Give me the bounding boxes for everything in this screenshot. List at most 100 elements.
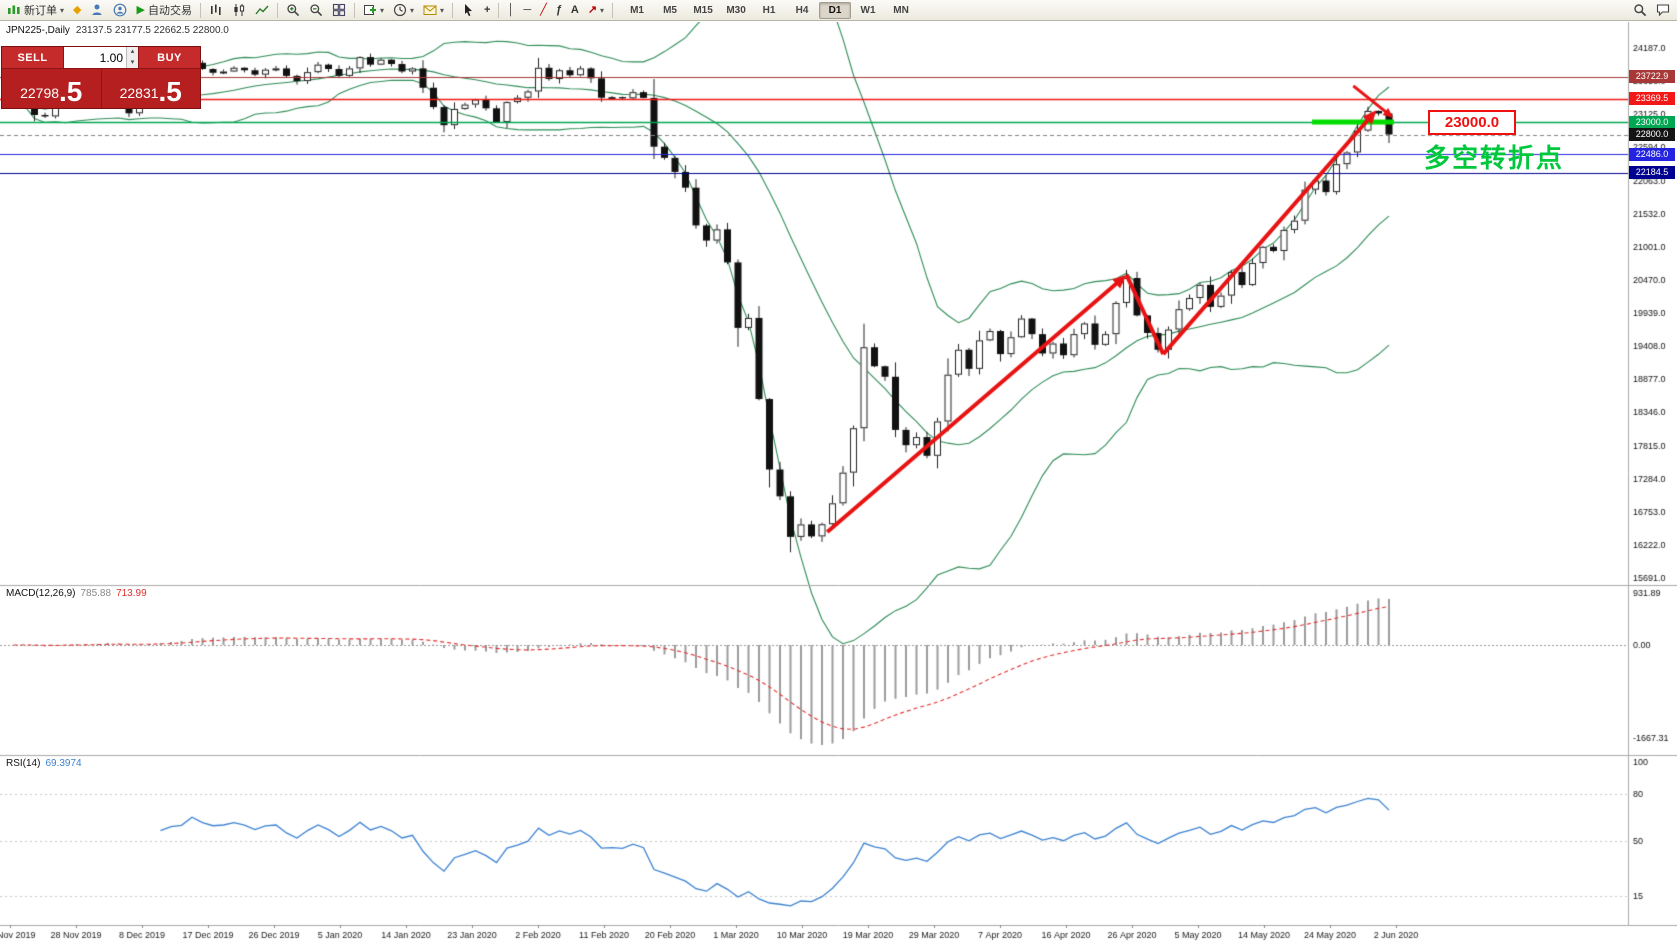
text-tool-icon: A: [570, 3, 579, 16]
price-level-badge: 22486.0: [1629, 147, 1675, 161]
person-icon: [92, 4, 102, 15]
buy-button[interactable]: BUY: [139, 47, 200, 68]
community-button[interactable]: [109, 1, 131, 19]
price-level-badge: 22184.5: [1629, 166, 1675, 180]
bar-chart-icon: [210, 4, 221, 15]
timeframe-H4[interactable]: H4: [795, 4, 809, 16]
period-menu-button[interactable]: ▾: [389, 1, 418, 19]
auto-trading-button[interactable]: ▶ 自动交易: [132, 1, 195, 19]
new-order-icon: [8, 5, 20, 14]
toolbar-separator: [612, 2, 614, 18]
price-level-badge: 23722.9: [1629, 70, 1675, 84]
chevron-down-icon: ▾: [600, 5, 605, 15]
trendline-icon: ╱: [540, 3, 547, 16]
chart-canvas[interactable]: [0, 22, 1677, 946]
macd-signal-value: 713.99: [116, 588, 147, 599]
chevron-down-icon: ▾: [439, 5, 444, 15]
toolbar-separator: [276, 2, 278, 18]
cursor-icon: [465, 4, 472, 17]
timeframe-M15[interactable]: M15: [693, 4, 713, 16]
new-chart-icon: [363, 5, 376, 15]
cursor-tool-button[interactable]: [457, 1, 479, 19]
rsi-indicator-label: RSI(14) 69.3974: [6, 758, 82, 769]
zoom-in-button[interactable]: [282, 1, 304, 19]
chart-line-button[interactable]: [251, 1, 273, 19]
horizontal-line-tool-button[interactable]: ─: [519, 1, 535, 19]
one-click-trading-panel: SELL ▴ ▾ BUY 22798.5 22831.5: [1, 46, 201, 109]
chat-bubble-icon: [1656, 4, 1670, 17]
timeframe-W1[interactable]: W1: [860, 4, 876, 16]
main-toolbar: 新订单 ▾ ◆ ▶ 自动交易: [0, 0, 1677, 21]
sell-price-pips: .5: [59, 76, 83, 108]
search-icon: [1634, 4, 1647, 17]
candlestick-icon: [234, 4, 245, 16]
price-level-badge: 22800.0: [1629, 128, 1675, 142]
line-chart-icon: [255, 5, 269, 15]
support-price-callout[interactable]: 23000.0: [1428, 110, 1516, 135]
sell-button[interactable]: SELL: [2, 47, 63, 68]
volume-decrease-button[interactable]: ▾: [127, 57, 138, 68]
sell-price-main: 22798: [20, 85, 60, 102]
clock-icon: [393, 3, 407, 17]
person-circle-icon: [114, 3, 127, 17]
buy-price-pips: .5: [158, 76, 182, 108]
horizontal-line-icon: ─: [523, 3, 532, 16]
favorites-button[interactable]: ◆: [69, 1, 85, 19]
timeframe-M1[interactable]: M1: [630, 4, 644, 16]
sell-price[interactable]: 22798.5: [2, 69, 101, 108]
timeframe-M30[interactable]: M30: [726, 4, 746, 16]
timeframe-H1[interactable]: H1: [762, 4, 776, 16]
toolbar-separator: [452, 2, 453, 18]
ohlc-values: 23137.5 23177.5 22662.5 22800.0: [75, 25, 229, 36]
volume-increase-button[interactable]: ▴: [127, 47, 138, 58]
toolbar-separator: [199, 2, 201, 18]
chart-bars-button[interactable]: [205, 1, 227, 19]
vertical-line-icon: │: [507, 3, 515, 16]
price-level-badge: 23369.5: [1629, 92, 1675, 106]
rsi-value: 69.3974: [45, 758, 82, 769]
arrow-tool-icon: ↗: [587, 3, 598, 16]
symbol-period-label: JPN225-,Daily: [6, 25, 70, 36]
envelope-icon: [423, 5, 437, 15]
timeframe-D1[interactable]: D1: [819, 1, 852, 19]
macd-indicator-label: MACD(12,26,9) 785.88 713.99: [6, 588, 147, 599]
favorites-icon: ◆: [73, 3, 82, 16]
crosshair-icon: +: [484, 3, 491, 16]
buy-price[interactable]: 22831.5: [100, 69, 201, 108]
add-account-button[interactable]: [86, 1, 108, 19]
chevron-down-icon: ▾: [379, 5, 384, 15]
zoom-out-button[interactable]: [305, 1, 327, 19]
fibonacci-tool-button[interactable]: ƒ: [552, 1, 566, 19]
price-level-badge: 23000.0: [1629, 115, 1675, 129]
chat-button[interactable]: [1652, 1, 1674, 19]
text-tool-button[interactable]: A: [567, 1, 583, 19]
vertical-line-tool-button[interactable]: │: [503, 1, 518, 19]
chart-title: JPN225-,Daily 23137.5 23177.5 22662.5 228…: [6, 25, 229, 36]
timeframe-M5[interactable]: M5: [663, 4, 677, 16]
chart-area: JPN225-,Daily 23137.5 23177.5 22662.5 228…: [0, 22, 1677, 946]
auto-trading-label: 自动交易: [147, 5, 192, 17]
tile-windows-button[interactable]: [328, 1, 350, 19]
macd-main-value: 785.88: [80, 588, 112, 599]
search-button[interactable]: [1629, 1, 1651, 19]
chevron-down-icon: ▾: [60, 5, 65, 15]
crosshair-tool-button[interactable]: +: [480, 1, 494, 19]
turning-point-annotation[interactable]: 多空转折点: [1424, 143, 1565, 173]
timeframe-MN[interactable]: MN: [893, 4, 909, 16]
play-icon: ▶: [136, 3, 145, 16]
chart-candles-button[interactable]: [228, 1, 250, 19]
new-order-button[interactable]: 新订单 ▾: [3, 1, 68, 19]
new-chart-button[interactable]: ▾: [359, 1, 388, 19]
buy-price-main: 22831: [119, 85, 159, 102]
fibonacci-icon: ƒ: [555, 3, 562, 16]
arrows-tool-button[interactable]: ↗ ▾: [584, 1, 608, 19]
zoom-out-icon: [310, 4, 323, 17]
timeframe-toolbar: M1 M5 M15 M30 H1 H4 D1 W1 MN: [621, 1, 917, 19]
trendline-tool-button[interactable]: ╱: [536, 1, 551, 19]
templates-button[interactable]: ▾: [419, 1, 448, 19]
toolbar-separator: [498, 2, 500, 18]
toolbar-separator: [353, 2, 355, 18]
chevron-down-icon: ▾: [409, 5, 414, 15]
volume-input[interactable]: [64, 47, 126, 68]
new-order-label: 新订单: [24, 5, 57, 17]
